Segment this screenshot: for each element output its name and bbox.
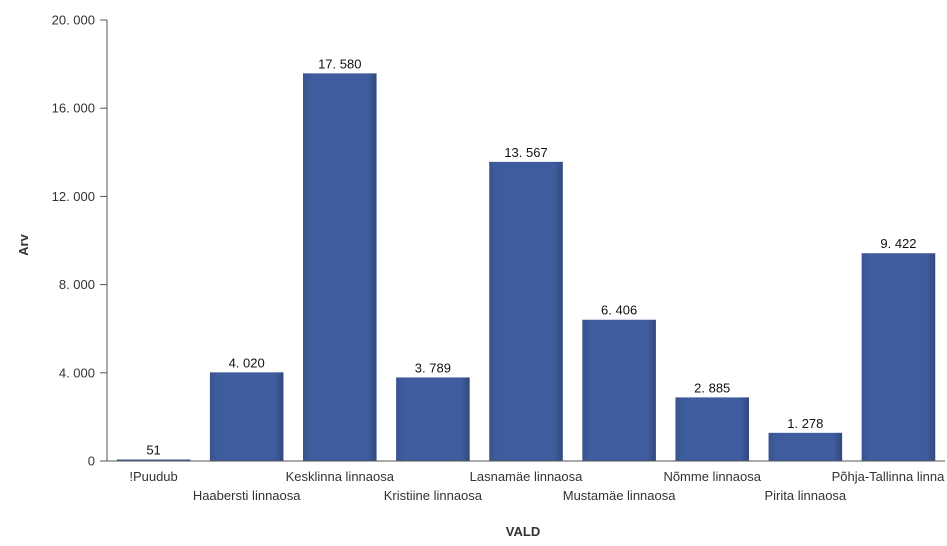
x-axis-title: VALD	[506, 524, 540, 539]
y-tick-label: 16. 000	[52, 101, 95, 116]
y-tick-label: 4. 000	[59, 365, 95, 380]
bar-shading	[489, 161, 563, 461]
bar-shading	[396, 377, 470, 461]
x-category-label: Mustamäe linnaosa	[563, 488, 676, 503]
bar-data-label: 3. 789	[415, 360, 451, 375]
bar-data-label: 6. 406	[601, 303, 637, 318]
y-axis-title: Arv	[16, 233, 31, 255]
bar-data-label: 4. 020	[229, 355, 265, 370]
x-category-label: Kristiine linnaosa	[384, 488, 483, 503]
bar-data-label: 2. 885	[694, 380, 730, 395]
bar-data-label: 13. 567	[504, 145, 547, 160]
bars-group: 51 4. 020 17. 580 3. 789 13. 567 6. 406 2. 885…	[116, 56, 936, 462]
x-category-label: Nõmme linnaosa	[663, 469, 761, 484]
bar-shading	[861, 253, 936, 461]
bar-shading	[302, 73, 377, 462]
y-tick-label: 20. 000	[52, 13, 95, 28]
x-category-label: Põhja-Tallinna linnaosa	[832, 469, 947, 484]
y-tick-label: 12. 000	[52, 189, 95, 204]
x-category-label: !Puudub	[129, 469, 177, 484]
y-axis: 0 4. 000 8. 000 12. 000 16. 000 20. 000	[52, 13, 108, 469]
bar-shading	[582, 319, 656, 461]
bar-data-label: 51	[146, 443, 160, 458]
y-tick-label: 0	[88, 454, 95, 469]
bar-shading	[768, 432, 843, 461]
x-category-label: Haabersti linnaosa	[193, 488, 301, 503]
x-category-label: Kesklinna linnaosa	[286, 469, 395, 484]
bar-data-label: 9. 422	[880, 236, 916, 251]
x-axis: !Puudub Haabersti linnaosa Kesklinna linna…	[107, 460, 947, 503]
bar-shading	[209, 372, 284, 461]
y-tick-label: 8. 000	[59, 277, 95, 292]
x-category-label: Lasnamäe linnaosa	[470, 469, 584, 484]
bar-shading	[675, 397, 750, 461]
bar-data-label: 1. 278	[787, 416, 823, 431]
bar-data-label: 17. 580	[318, 56, 361, 71]
bar-shading	[116, 459, 191, 461]
x-category-label: Pirita linnaosa	[765, 488, 847, 503]
